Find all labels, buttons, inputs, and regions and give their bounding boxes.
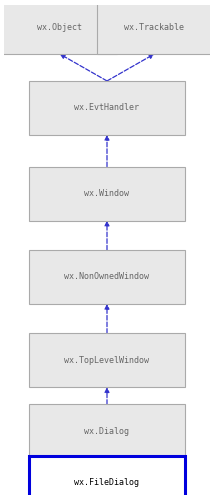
Text: wx.FileDialog: wx.FileDialog xyxy=(74,478,140,487)
FancyBboxPatch shape xyxy=(2,0,117,54)
FancyBboxPatch shape xyxy=(29,250,185,304)
Text: wx.NonOwnedWindow: wx.NonOwnedWindow xyxy=(64,272,150,281)
Text: wx.Trackable: wx.Trackable xyxy=(124,22,184,32)
FancyBboxPatch shape xyxy=(29,81,185,135)
FancyBboxPatch shape xyxy=(29,456,185,500)
Text: wx.Window: wx.Window xyxy=(85,189,129,198)
FancyBboxPatch shape xyxy=(29,166,185,220)
FancyBboxPatch shape xyxy=(29,404,185,458)
FancyBboxPatch shape xyxy=(97,0,212,54)
Text: wx.Object: wx.Object xyxy=(37,22,82,32)
Text: wx.TopLevelWindow: wx.TopLevelWindow xyxy=(64,356,150,365)
Text: wx.Dialog: wx.Dialog xyxy=(85,427,129,436)
FancyBboxPatch shape xyxy=(29,334,185,387)
Text: wx.EvtHandler: wx.EvtHandler xyxy=(74,104,140,112)
